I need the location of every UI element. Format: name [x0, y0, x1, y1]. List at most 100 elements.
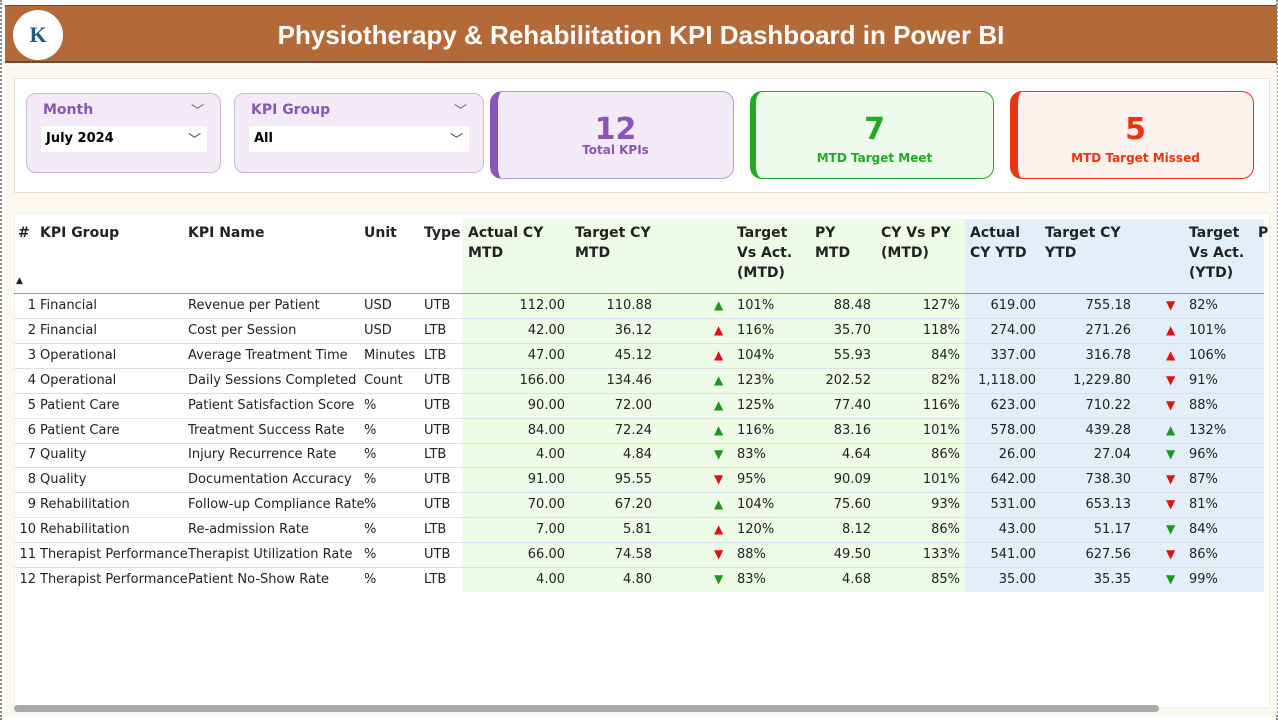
- column-header[interactable]: Target Vs Act. (MTD): [737, 225, 793, 281]
- arrow-down-icon: ▼: [1166, 447, 1176, 462]
- chevron-down-icon[interactable]: ﹀: [453, 104, 467, 119]
- type: LTB: [424, 522, 447, 538]
- unit: USD: [364, 298, 392, 313]
- kpi-group: Rehabilitation: [40, 522, 130, 538]
- month-slicer[interactable]: Month ﹀ July 2024 ﹀: [26, 93, 221, 173]
- type: UTB: [424, 298, 451, 313]
- column-header[interactable]: Target CY YTD: [1045, 225, 1121, 261]
- target-cy-mtd: 4.80: [623, 571, 652, 587]
- actual-cy-mtd: 42.00: [527, 322, 565, 338]
- target-cy-ytd: 271.26: [1085, 322, 1132, 338]
- cy-vs-py-mtd: 84%: [931, 347, 960, 363]
- kpi-group-slicer[interactable]: KPI Group ﹀ All ﹀: [234, 93, 484, 173]
- type: UTB: [424, 372, 451, 388]
- arrow-up-icon: ▲: [714, 422, 724, 437]
- row-divider: [14, 492, 1264, 494]
- row-number: 9: [27, 497, 36, 513]
- target-cy-ytd: 1,229.80: [1073, 372, 1131, 388]
- chevron-down-icon[interactable]: ﹀: [190, 104, 204, 119]
- column-header[interactable]: KPI Group: [40, 225, 120, 241]
- actual-cy-ytd: 619.00: [990, 298, 1037, 313]
- type: UTB: [424, 497, 451, 513]
- py-mtd: 83.16: [833, 422, 871, 438]
- target-cy-mtd: 95.55: [614, 472, 652, 488]
- target-vs-act-mtd: 123%: [737, 372, 775, 388]
- arrow-down-icon: ▼: [714, 447, 724, 462]
- kpi-name: Revenue per Patient: [188, 298, 320, 313]
- target-cy-mtd: 110.88: [606, 298, 653, 313]
- actual-cy-ytd: 541.00: [990, 547, 1037, 562]
- target-cy-mtd: 134.46: [606, 372, 653, 388]
- column-header[interactable]: Target CY MTD: [575, 225, 651, 261]
- target-vs-act-ytd: 81%: [1189, 497, 1218, 513]
- kpi-group: Quality: [40, 472, 87, 488]
- card-label: MTD Target Missed: [1071, 151, 1200, 165]
- unit: %: [364, 522, 377, 538]
- arrow-up-icon: ▲: [714, 298, 724, 312]
- row-divider: [14, 517, 1264, 519]
- row-divider: [14, 342, 1264, 344]
- cy-vs-py-mtd: 85%: [931, 571, 960, 587]
- row-divider: [14, 392, 1264, 394]
- actual-cy-ytd: 531.00: [990, 497, 1037, 513]
- unit: %: [364, 422, 377, 438]
- py-mtd: 90.09: [833, 472, 871, 488]
- type: UTB: [424, 472, 451, 488]
- month-label: Month: [43, 102, 94, 118]
- unit: Minutes: [364, 347, 416, 363]
- column-header[interactable]: PY MTD: [815, 225, 851, 261]
- actual-cy-ytd: 623.00: [990, 397, 1037, 413]
- actual-cy-mtd: 66.00: [527, 547, 565, 562]
- arrow-down-icon: ▼: [1166, 522, 1176, 537]
- column-header[interactable]: KPI Name: [188, 225, 265, 241]
- cy-vs-py-mtd: 93%: [931, 497, 960, 513]
- target-vs-act-mtd: 88%: [737, 547, 766, 562]
- sort-ascending-icon[interactable]: ▲: [16, 276, 23, 286]
- column-header[interactable]: P: [1258, 225, 1269, 241]
- column-header[interactable]: Type: [424, 225, 461, 241]
- arrow-down-icon: ▼: [1166, 472, 1176, 487]
- arrow-up-icon: ▲: [714, 372, 724, 387]
- target-vs-act-ytd: 86%: [1189, 547, 1218, 562]
- column-header[interactable]: #: [18, 225, 30, 241]
- target-cy-ytd: 738.30: [1085, 472, 1132, 488]
- target-cy-ytd: 653.13: [1085, 497, 1132, 513]
- column-header[interactable]: Target Vs Act. (YTD): [1189, 225, 1245, 281]
- target-vs-act-mtd: 83%: [737, 447, 766, 463]
- py-mtd: 75.60: [833, 497, 871, 513]
- arrow-up-icon: ▲: [714, 522, 724, 537]
- kpi-name: Daily Sessions Completed: [188, 372, 357, 388]
- unit: %: [364, 571, 377, 587]
- row-number: 7: [27, 447, 36, 463]
- column-header[interactable]: Actual CY MTD: [468, 225, 544, 261]
- column-header[interactable]: Actual CY YTD: [970, 225, 1027, 261]
- column-header[interactable]: Unit: [364, 225, 397, 241]
- row-divider: [14, 567, 1264, 568]
- card-value: 12: [594, 112, 637, 147]
- row-number: 8: [27, 472, 36, 488]
- column-header[interactable]: CY Vs PY (MTD): [881, 225, 951, 261]
- actual-cy-mtd: 91.00: [527, 472, 565, 488]
- logo: K: [13, 10, 63, 60]
- py-mtd: 4.68: [842, 571, 871, 587]
- arrow-down-icon: ▼: [1166, 372, 1176, 387]
- actual-cy-ytd: 35.00: [998, 571, 1036, 587]
- target-cy-ytd: 755.18: [1085, 298, 1132, 313]
- target-cy-mtd: 36.12: [614, 322, 652, 338]
- kpi-group-dropdown[interactable]: All ﹀: [249, 126, 469, 152]
- unit: %: [364, 472, 377, 488]
- cy-vs-py-mtd: 101%: [922, 422, 960, 438]
- row-divider: [14, 442, 1264, 444]
- kpi-group-value: All: [254, 131, 273, 146]
- type: LTB: [424, 347, 447, 363]
- target-vs-act-mtd: 95%: [737, 472, 766, 488]
- row-number: 10: [19, 522, 36, 538]
- target-vs-act-ytd: 96%: [1189, 447, 1218, 463]
- row-number: 6: [27, 422, 36, 438]
- horizontal-scrollbar[interactable]: [14, 705, 1159, 712]
- py-mtd: 202.52: [825, 372, 872, 388]
- month-dropdown[interactable]: July 2024 ﹀: [41, 126, 207, 152]
- mtd-target-meet-card: 7 MTD Target Meet: [750, 91, 994, 179]
- cy-vs-py-mtd: 127%: [922, 298, 960, 313]
- target-vs-act-mtd: 101%: [737, 298, 775, 313]
